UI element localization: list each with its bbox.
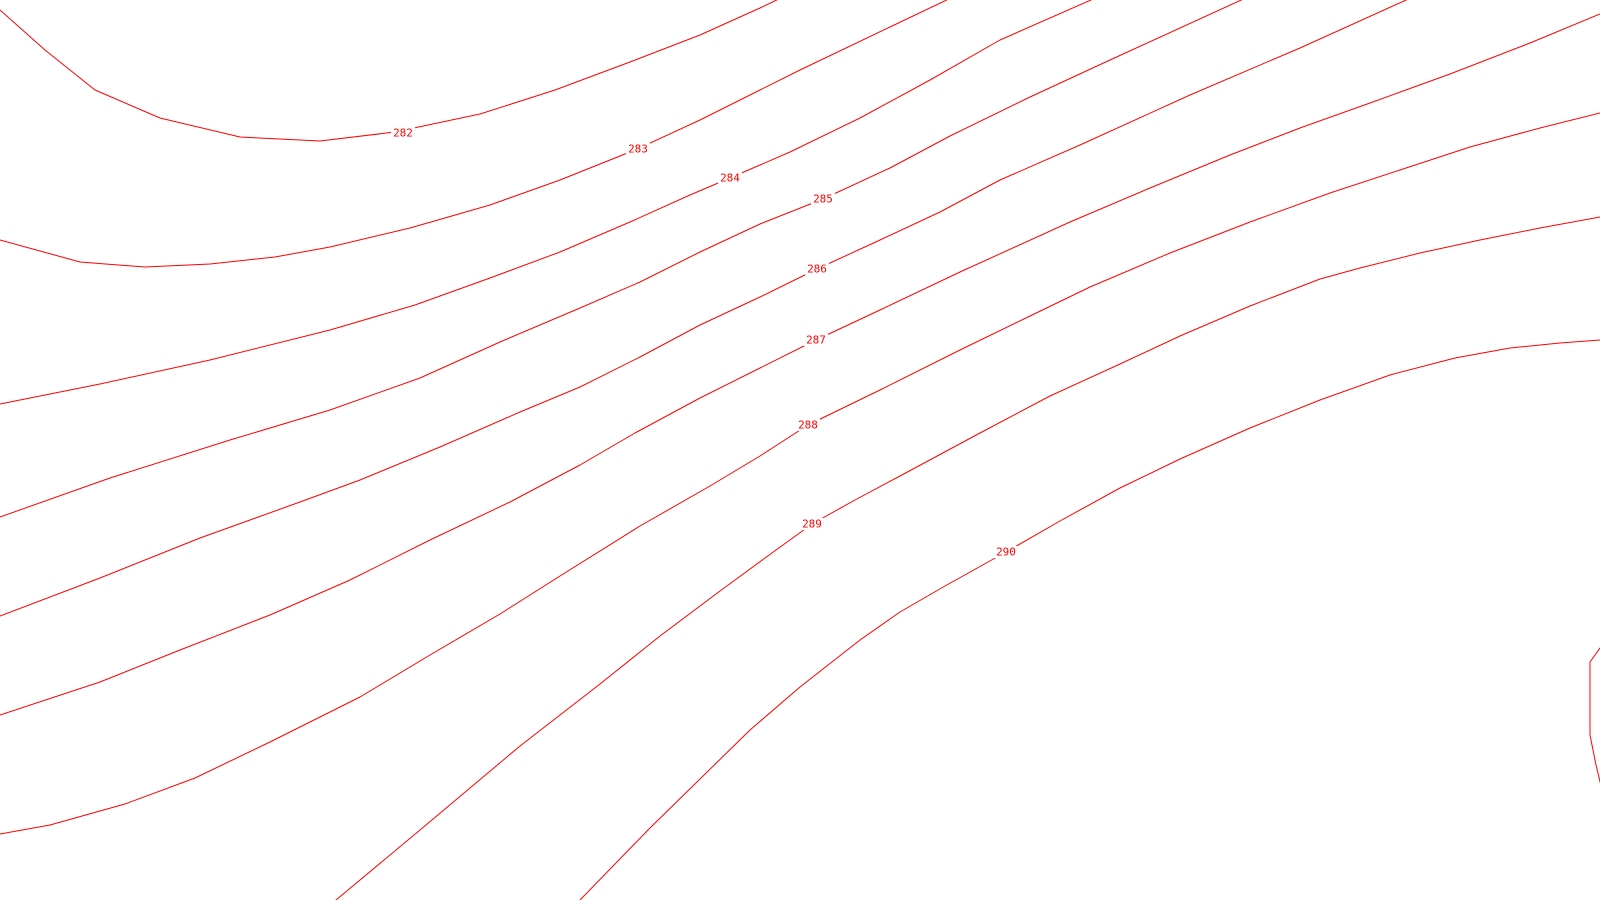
contour-label-background (804, 334, 828, 346)
contour-line-287 (0, 13, 1600, 716)
contour-line-282 (0, 0, 778, 142)
contour-label-background (805, 263, 829, 275)
contour-line-288 (0, 112, 1600, 835)
contour-label-289: 289 (802, 518, 822, 531)
contour-label-284: 284 (720, 172, 740, 185)
contour-label-287: 287 (806, 334, 826, 347)
contour-label-283: 283 (628, 143, 648, 156)
contour-line-286 (0, 0, 1408, 617)
contour-label-286: 286 (807, 263, 827, 276)
contour-label-background (391, 127, 415, 139)
contour-line-284 (0, 0, 1093, 405)
contour-label-285: 285 (813, 193, 833, 206)
contour-label-background (718, 172, 742, 184)
contour-label-290: 290 (996, 546, 1016, 559)
contour-label-288: 288 (798, 419, 818, 432)
contour-labels-group: 282 283 284 285 286 287 288 289 290 (391, 127, 1018, 559)
contour-label-background (994, 546, 1018, 558)
contour-line-289 (335, 216, 1600, 900)
contour-label-background (800, 518, 824, 530)
contour-line-283 (0, 0, 948, 268)
contour-line-fragment (1589, 647, 1600, 784)
contour-line-290 (579, 339, 1600, 900)
contour-label-background (811, 193, 835, 205)
contour-label-background (796, 419, 820, 431)
contour-label-282: 282 (393, 127, 413, 140)
contour-label-background (626, 143, 650, 155)
contour-line-285 (0, 0, 1243, 518)
